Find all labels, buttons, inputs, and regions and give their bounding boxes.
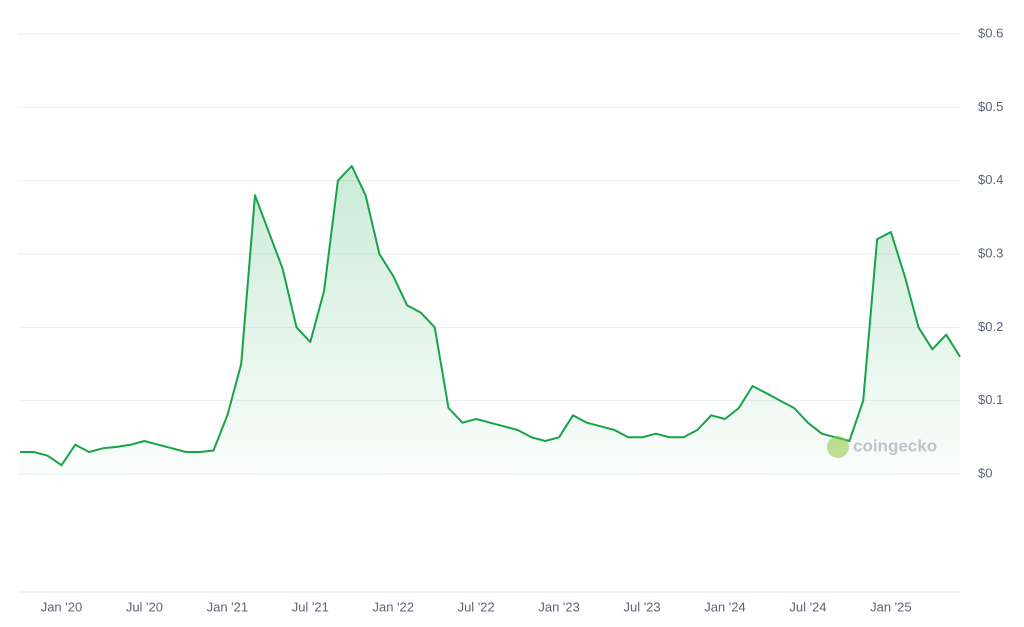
x-tick-label: Jan '23 (538, 599, 580, 614)
watermark: coingecko (853, 436, 937, 455)
y-tick-label: $0 (978, 465, 992, 480)
x-tick-label: Jan '25 (870, 599, 912, 614)
y-tick-label: $0.1 (978, 392, 1003, 407)
price-line (20, 165, 961, 467)
y-tick-label: $0.2 (978, 319, 1003, 334)
x-tick-label: Jan '22 (372, 599, 414, 614)
area (20, 166, 960, 474)
x-tick-label: Jan '24 (704, 599, 746, 614)
y-tick-label: $0.3 (978, 245, 1003, 260)
y-tick-label: $0.6 (978, 25, 1003, 40)
watermark-logo (827, 436, 849, 458)
x-tick-label: Jul '21 (292, 599, 329, 614)
x-tick-label: Jul '20 (126, 599, 163, 614)
x-tick-label: Jan '21 (207, 599, 249, 614)
x-tick-label: Jul '22 (458, 599, 495, 614)
y-tick-label: $0.5 (978, 99, 1003, 114)
y-tick-label: $0.4 (978, 172, 1003, 187)
x-tick-label: Jul '23 (623, 599, 660, 614)
x-tick-label: Jan '20 (41, 599, 83, 614)
x-tick-label: Jul '24 (789, 599, 826, 614)
